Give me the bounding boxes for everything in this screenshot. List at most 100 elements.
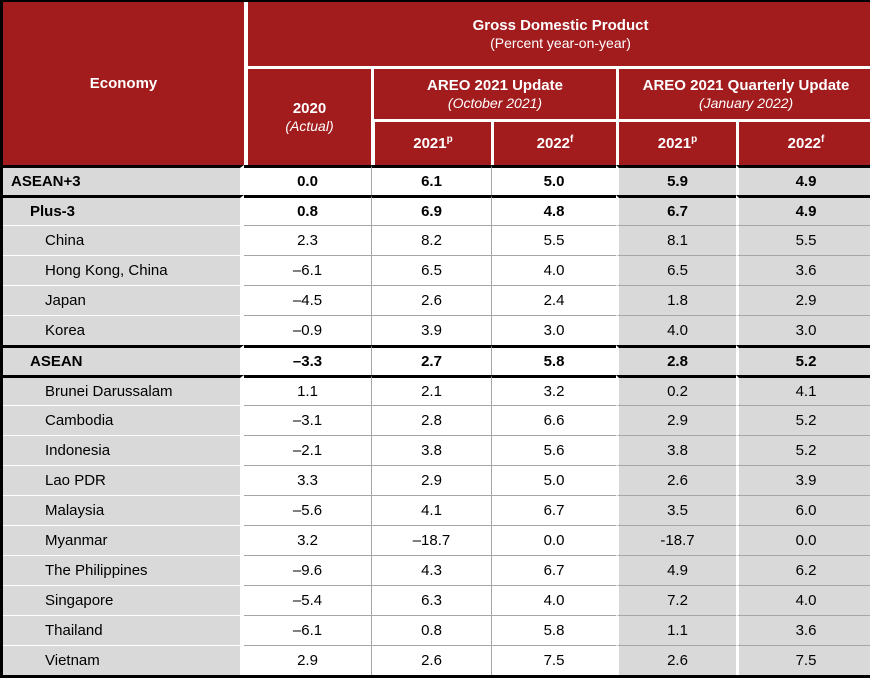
col-2020-header: 2020 (Actual) — [244, 66, 371, 165]
value-cell: 5.6 — [491, 435, 616, 465]
value-cell: –0.9 — [244, 315, 371, 345]
value-cell: 5.2 — [736, 405, 870, 435]
table-row: Brunei Darussalam 1.1 2.1 3.2 0.2 4.1 — [3, 375, 870, 405]
value-cell: 1.1 — [616, 615, 736, 645]
value-cell: 6.7 — [616, 195, 736, 225]
value-cell: 3.0 — [491, 315, 616, 345]
value-cell: 1.1 — [244, 375, 371, 405]
economy-cell: Malaysia — [3, 495, 244, 525]
value-cell: 0.2 — [616, 375, 736, 405]
value-cell: 6.5 — [371, 255, 491, 285]
year-superscript: p — [691, 134, 698, 145]
value-cell: 5.5 — [736, 225, 870, 255]
value-cell: 2.1 — [371, 375, 491, 405]
value-cell: –2.1 — [244, 435, 371, 465]
value-cell: –3.1 — [244, 405, 371, 435]
value-cell: 8.1 — [616, 225, 736, 255]
value-cell: 2.9 — [736, 285, 870, 315]
value-cell: 6.7 — [491, 495, 616, 525]
value-cell: 3.9 — [736, 465, 870, 495]
value-cell: 4.0 — [616, 315, 736, 345]
economy-cell: Singapore — [3, 585, 244, 615]
economy-cell: Plus-3 — [3, 195, 244, 225]
year-label: 2022 — [536, 135, 571, 152]
value-cell: 4.0 — [736, 585, 870, 615]
subcol-jan-2021: 2021p — [616, 119, 736, 165]
value-cell: 3.6 — [736, 255, 870, 285]
value-cell: 6.5 — [616, 255, 736, 285]
value-cell: 2.9 — [616, 405, 736, 435]
value-cell: 0.8 — [371, 615, 491, 645]
table-row: Lao PDR 3.3 2.9 5.0 2.6 3.9 — [3, 465, 870, 495]
areo-quarterly-title: AREO 2021 Quarterly Update — [642, 76, 850, 94]
table-row: Plus-3 0.8 6.9 4.8 6.7 4.9 — [3, 195, 870, 225]
value-cell: 0.0 — [491, 525, 616, 555]
value-cell: 4.1 — [371, 495, 491, 525]
value-cell: 6.2 — [736, 555, 870, 585]
year-superscript: f — [821, 134, 825, 145]
year-superscript: p — [446, 134, 453, 145]
table-row: Cambodia –3.1 2.8 6.6 2.9 5.2 — [3, 405, 870, 435]
value-cell: 1.8 — [616, 285, 736, 315]
areo-update-header: AREO 2021 Update (October 2021) — [371, 66, 616, 119]
value-cell: 6.3 — [371, 585, 491, 615]
economy-cell: China — [3, 225, 244, 255]
subcol-oct-2022: 2022f — [491, 119, 616, 165]
table-row: Singapore –5.4 6.3 4.0 7.2 4.0 — [3, 585, 870, 615]
value-cell: 2.6 — [616, 645, 736, 675]
value-cell: 2.3 — [244, 225, 371, 255]
areo-update-subtitle: (October 2021) — [447, 94, 543, 111]
table-row: Thailand –6.1 0.8 5.8 1.1 3.6 — [3, 615, 870, 645]
value-cell: 6.9 — [371, 195, 491, 225]
economy-cell: Brunei Darussalam — [3, 375, 244, 405]
gdp-group-header: Gross Domestic Product (Percent year-on-… — [244, 2, 870, 66]
value-cell: 4.9 — [736, 195, 870, 225]
value-cell: 6.0 — [736, 495, 870, 525]
value-cell: 4.9 — [736, 165, 870, 195]
subcol-jan-2022: 2022f — [736, 119, 870, 165]
value-cell: 3.0 — [736, 315, 870, 345]
value-cell: 2.9 — [371, 465, 491, 495]
value-cell: 3.8 — [616, 435, 736, 465]
value-cell: 6.6 — [491, 405, 616, 435]
value-cell: 8.2 — [371, 225, 491, 255]
value-cell: 0.8 — [244, 195, 371, 225]
table-row: Korea –0.9 3.9 3.0 4.0 3.0 — [3, 315, 870, 345]
table-row: The Philippines –9.6 4.3 6.7 4.9 6.2 — [3, 555, 870, 585]
value-cell: 6.7 — [491, 555, 616, 585]
value-cell: 7.5 — [736, 645, 870, 675]
value-cell: 5.0 — [491, 165, 616, 195]
value-cell: 6.1 — [371, 165, 491, 195]
table-row: Malaysia –5.6 4.1 6.7 3.5 6.0 — [3, 495, 870, 525]
value-cell: 5.2 — [736, 345, 870, 375]
value-cell: 2.7 — [371, 345, 491, 375]
value-cell: 3.8 — [371, 435, 491, 465]
col-2020-note: (Actual) — [285, 117, 334, 134]
value-cell: 0.0 — [244, 165, 371, 195]
value-cell: 5.5 — [491, 225, 616, 255]
table-row: Myanmar 3.2 –18.7 0.0 -18.7 0.0 — [3, 525, 870, 555]
subcol-oct-2021: 2021p — [371, 119, 491, 165]
value-cell: 2.8 — [616, 345, 736, 375]
value-cell: 5.8 — [491, 615, 616, 645]
value-cell: –5.6 — [244, 495, 371, 525]
value-cell: 5.2 — [736, 435, 870, 465]
value-cell: 5.0 — [491, 465, 616, 495]
value-cell: –9.6 — [244, 555, 371, 585]
value-cell: 3.5 — [616, 495, 736, 525]
value-cell: 4.1 — [736, 375, 870, 405]
col-2020-year: 2020 — [292, 99, 327, 117]
value-cell: 2.6 — [371, 285, 491, 315]
value-cell: 2.9 — [244, 645, 371, 675]
value-cell: 4.0 — [491, 585, 616, 615]
table-row: ASEAN+3 0.0 6.1 5.0 5.9 4.9 — [3, 165, 870, 195]
table-row: Indonesia –2.1 3.8 5.6 3.8 5.2 — [3, 435, 870, 465]
value-cell: 4.0 — [491, 255, 616, 285]
economy-cell: Korea — [3, 315, 244, 345]
value-cell: 5.8 — [491, 345, 616, 375]
economy-cell: The Philippines — [3, 555, 244, 585]
value-cell: 7.2 — [616, 585, 736, 615]
value-cell: –6.1 — [244, 615, 371, 645]
table-row: ASEAN –3.3 2.7 5.8 2.8 5.2 — [3, 345, 870, 375]
value-cell: 3.9 — [371, 315, 491, 345]
